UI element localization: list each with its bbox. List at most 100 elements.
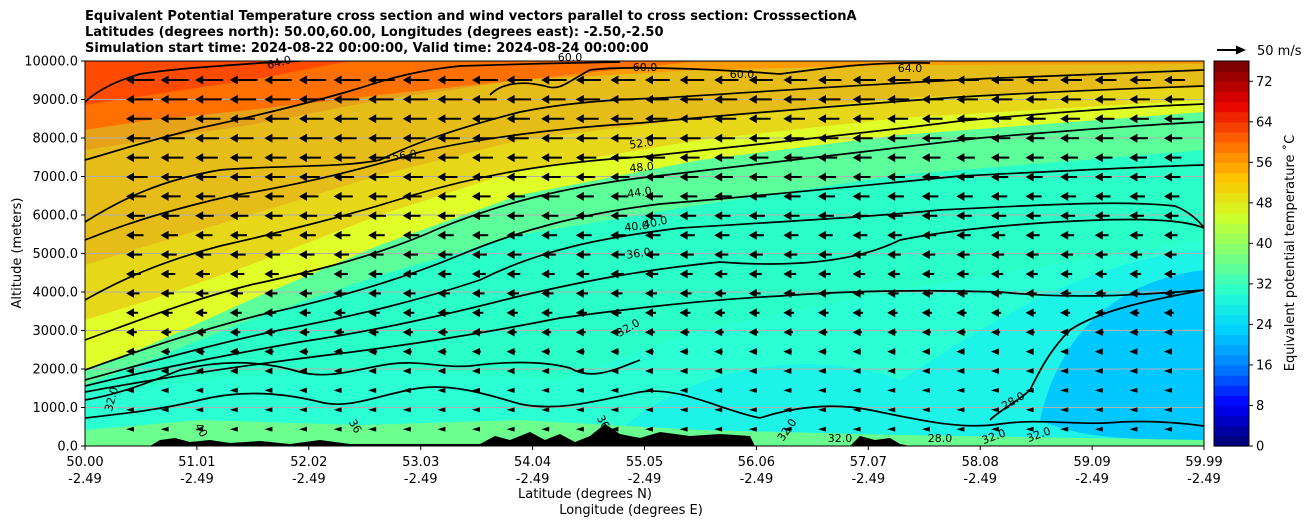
wind-vector-head — [679, 191, 688, 201]
wind-vector-head — [195, 153, 204, 163]
wind-vector-head — [1094, 172, 1103, 182]
colorbar-band — [1214, 283, 1249, 295]
colorbar-band — [1214, 71, 1249, 82]
wind-vector-head — [506, 387, 515, 394]
wind-vector-head — [610, 387, 619, 394]
wind-vector-head — [1060, 288, 1069, 298]
wind-vector-head — [437, 327, 446, 337]
wind-vector-head — [126, 250, 134, 260]
wind-vector-head — [506, 250, 515, 260]
wind-vector-head — [195, 191, 204, 201]
x-tick-label-lat: 57.07 — [850, 455, 887, 470]
wind-vector-head — [887, 153, 896, 163]
x-axis-label-latitude: Latitude (degrees N) — [518, 487, 652, 502]
wind-vector-head — [437, 211, 446, 221]
contour-line — [85, 103, 1204, 301]
wind-vector-head — [956, 211, 965, 221]
wind-vector-head — [1060, 211, 1069, 221]
title-line-1: Equivalent Potential Temperature cross s… — [85, 9, 857, 24]
wind-vector-head — [126, 211, 134, 221]
wind-vector-head — [714, 407, 723, 413]
colorbar-band — [1214, 162, 1249, 174]
contour-label: 60.0 — [730, 68, 755, 81]
contour-line — [759, 405, 1204, 427]
wind-vector-head — [333, 153, 342, 163]
wind-vector-head — [956, 407, 965, 413]
wind-vector-head — [333, 133, 342, 143]
wind-vector-head — [299, 191, 307, 201]
wind-vector-head — [956, 230, 965, 240]
wind-vector-head — [264, 347, 273, 356]
wind-vector-head — [402, 172, 411, 182]
wind-vector-head — [991, 387, 999, 393]
wind-vector-head — [126, 367, 134, 375]
contour-label: 64.0 — [266, 53, 293, 72]
wind-vector-head — [368, 114, 377, 124]
wind-vector-head — [229, 75, 238, 85]
x-tick-label-lon: -2.49 — [740, 472, 774, 487]
wind-vector-head — [160, 288, 169, 298]
wind-vector-head — [195, 288, 204, 298]
wind-vector-head — [956, 387, 965, 393]
wind-vector-head — [1094, 368, 1103, 374]
wind-vector-head — [1164, 348, 1172, 355]
contour-label: 64.0 — [898, 62, 923, 75]
wind-vector-head — [748, 387, 757, 393]
wind-vector-head — [852, 153, 861, 163]
wind-vector-head — [887, 250, 896, 260]
wind-vector-head — [852, 114, 861, 124]
wind-vector-head — [368, 308, 377, 318]
wind-vector-head — [714, 114, 723, 124]
wind-vector-head — [748, 407, 757, 413]
wind-vector-head — [956, 288, 965, 298]
wind-vector-head — [229, 133, 238, 143]
wind-vector-head — [264, 407, 273, 413]
colorbar-tick-label: 72 — [1256, 75, 1273, 90]
wind-vector-head — [645, 133, 653, 143]
wind-vector-head — [1164, 211, 1172, 221]
wind-vector-head — [748, 288, 757, 298]
wind-vector-head — [1129, 153, 1138, 163]
wind-vector-head — [748, 230, 757, 240]
wind-vector-head — [195, 387, 204, 394]
wind-vector-head — [783, 153, 792, 163]
wind-vector-head — [437, 308, 446, 318]
colorbar-band — [1214, 324, 1249, 336]
wind-vector-head — [852, 230, 861, 240]
wind-vector-head — [956, 426, 965, 432]
wind-vector-head — [1094, 75, 1103, 85]
wind-vector-head — [506, 211, 515, 221]
colorbar-band — [1214, 131, 1249, 143]
x-tick-label-lon: -2.49 — [851, 472, 885, 487]
wind-vector-head — [229, 94, 238, 104]
wind-vector-head — [956, 153, 965, 163]
wind-vector-head — [437, 367, 446, 375]
wind-vector-head — [575, 114, 584, 124]
wind-vector-head — [1060, 114, 1069, 124]
wind-vector-head — [160, 230, 169, 240]
wind-vector-head — [1129, 94, 1138, 104]
wind-vector-head — [783, 250, 792, 260]
wind-vector-head — [1164, 75, 1172, 85]
wind-vector-head — [333, 211, 342, 221]
wind-vector-head — [126, 347, 134, 356]
wind-vector-head — [1094, 153, 1103, 163]
contour-label: 52.0 — [628, 135, 654, 151]
wind-vector-head — [991, 308, 999, 318]
wind-vector-head — [852, 387, 861, 393]
wind-vector-head — [229, 230, 238, 240]
wind-vector-head — [229, 114, 238, 124]
y-tick-label: 8000.0 — [33, 132, 79, 147]
colorbar-band — [1214, 364, 1249, 376]
wind-vector-head — [541, 407, 550, 413]
contour-label: 48.0 — [629, 160, 655, 175]
wind-vector-head — [783, 367, 792, 375]
wind-vector-head — [610, 250, 619, 260]
wind-vector-head — [437, 426, 446, 432]
x-tick-label-lon: -2.49 — [1187, 472, 1221, 487]
wind-vector-head — [610, 172, 619, 182]
wind-vector-head — [645, 250, 653, 260]
colorbar-band — [1214, 385, 1249, 396]
y-tick-label: 3000.0 — [33, 324, 79, 339]
